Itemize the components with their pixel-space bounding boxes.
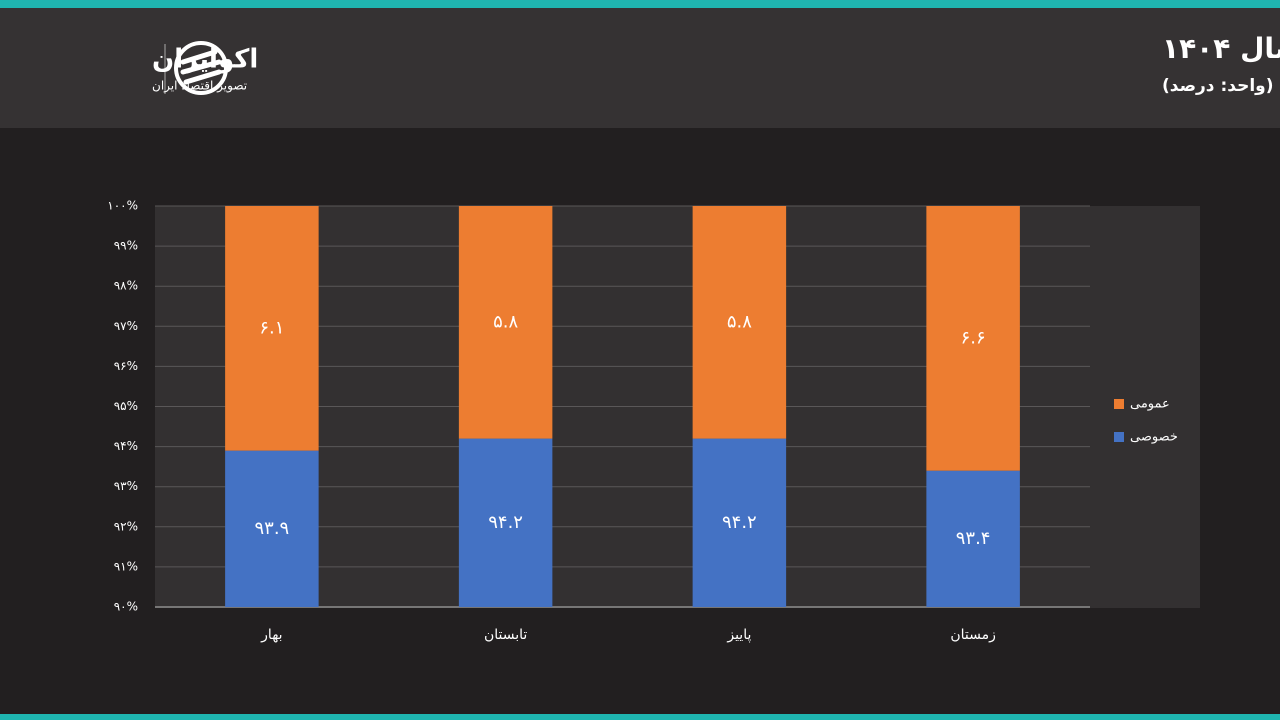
- bar-segment: [692, 206, 787, 439]
- y-tick-label: ۹۶%: [114, 359, 138, 373]
- bar-segment: [926, 470, 1020, 607]
- y-tick-label: ۹۹%: [114, 239, 138, 253]
- brand-tagline: تصویر اقتصاد ایران: [152, 79, 247, 94]
- legend-label: عمومی: [1130, 397, 1170, 412]
- y-tick-label: ۹۷%: [114, 319, 138, 333]
- data-label: ۵.۸: [493, 311, 518, 332]
- logo: اکوایران تصویر اقتصاد ایران: [152, 41, 258, 95]
- bar-segment: [692, 438, 787, 607]
- y-tick-label: ۹۰%: [114, 600, 138, 614]
- chart-title: سهم شاغلان در بخش عمومی و خصوصی در سال ۱…: [1162, 32, 1280, 65]
- data-label: ۶.۶: [961, 327, 986, 348]
- y-tick-label: ۹۱%: [114, 559, 138, 573]
- bottom-stripe: [0, 714, 1280, 720]
- data-label: ۹۴.۲: [488, 512, 523, 533]
- x-tick-label: پاییز: [726, 627, 751, 643]
- y-tick-label: ۹۵%: [114, 399, 138, 413]
- bar-segment: [225, 450, 319, 607]
- bar-segment: [458, 206, 553, 439]
- data-label: ۹۴.۲: [722, 512, 757, 533]
- chart-subtitle: (واحد: درصد): [1162, 76, 1273, 96]
- y-tick-label: ۱۰۰%: [107, 199, 138, 213]
- data-label: ۹۳.۹: [255, 518, 290, 539]
- data-label: ۵.۸: [727, 311, 752, 332]
- bar-segment: [926, 206, 1020, 471]
- data-label: ۶.۱: [259, 317, 284, 338]
- brand-name: اکوایران: [152, 45, 258, 75]
- bar-segment: [225, 206, 319, 451]
- y-tick-label: ۹۴%: [114, 439, 138, 453]
- x-tick-label: زمستان: [950, 627, 996, 643]
- top-stripe: [0, 0, 1280, 8]
- y-tick-label: ۹۲%: [114, 519, 138, 533]
- legend-swatch: [1114, 432, 1124, 442]
- y-tick-label: ۹۸%: [114, 279, 138, 293]
- data-label: ۹۳.۴: [956, 528, 991, 549]
- logo-icon: [174, 41, 228, 95]
- logo-icon-lines: [180, 49, 222, 85]
- x-tick-label: تابستان: [484, 627, 527, 643]
- y-tick-label: ۹۳%: [114, 479, 138, 493]
- x-tick-label: بهار: [260, 627, 282, 643]
- legend-label: خصوصی: [1130, 430, 1178, 445]
- bar-segment: [458, 438, 553, 607]
- legend-swatch: [1114, 399, 1124, 409]
